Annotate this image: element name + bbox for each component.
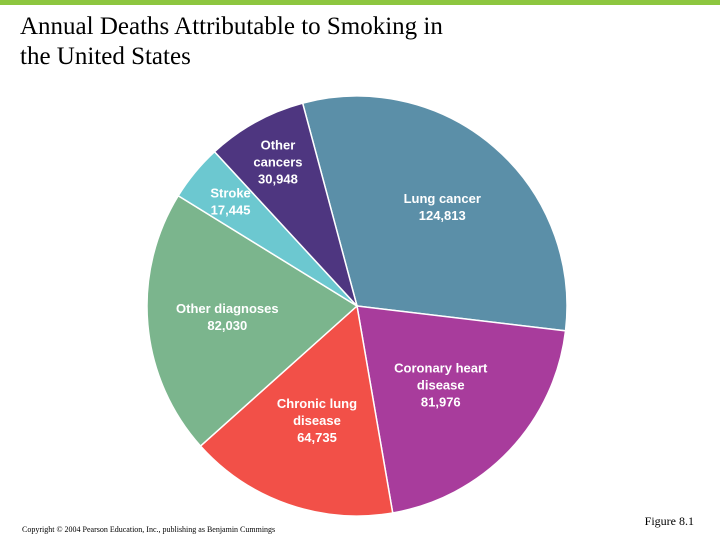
- pie-slice: [213, 102, 358, 307]
- pie-slice-label: Stroke 17,445: [210, 185, 250, 217]
- pie-slice-value: 30,948: [258, 172, 298, 187]
- pie-slice-label: Other diagnoses 82,030: [176, 301, 279, 333]
- slide-title-line-1: Annual Deaths Attributable to Smoking in: [20, 13, 443, 40]
- pie-slice-value: 124,813: [419, 208, 466, 223]
- pie-slice-name: Other: [261, 138, 296, 153]
- pie-slice-name: disease: [417, 378, 465, 393]
- pie-slice-value: 82,030: [207, 318, 247, 333]
- pie-slice: [301, 95, 568, 332]
- pie-slice: [146, 194, 359, 448]
- pie-slice-name: Stroke: [210, 185, 250, 200]
- pie-slice: [199, 304, 394, 517]
- pie-slice-name: disease: [293, 413, 341, 428]
- slide-title-line-2: the United States: [20, 43, 191, 70]
- figure-label: Figure 8.1: [644, 514, 694, 528]
- pie-slice-name: Coronary heart: [394, 361, 488, 376]
- pie-slice-label: Chronic lung disease 64,735: [277, 396, 357, 445]
- pie-slice-label: Lung cancer 124,813: [404, 191, 481, 223]
- top-accent-bar: [0, 0, 720, 5]
- pie-slice-label: Coronary heart disease 81,976: [394, 361, 488, 410]
- pie-slice-label: Other cancers 30,948: [253, 138, 302, 187]
- pie-slice-name: Lung cancer: [404, 191, 481, 206]
- pie-slice-value: 81,976: [421, 395, 461, 410]
- pie-slice-value: 64,735: [297, 430, 337, 445]
- pie-slice-name: Other diagnoses: [176, 301, 279, 316]
- slide-title: Annual Deaths Attributable to Smoking in…: [20, 12, 580, 72]
- copyright-text: Copyright © 2004 Pearson Education, Inc.…: [22, 525, 276, 534]
- pie-slice: [356, 305, 567, 514]
- pie-slice-value: 17,445: [211, 202, 251, 217]
- pie-slice-name: Chronic lung: [277, 396, 357, 411]
- pie-slice-name: cancers: [253, 155, 302, 170]
